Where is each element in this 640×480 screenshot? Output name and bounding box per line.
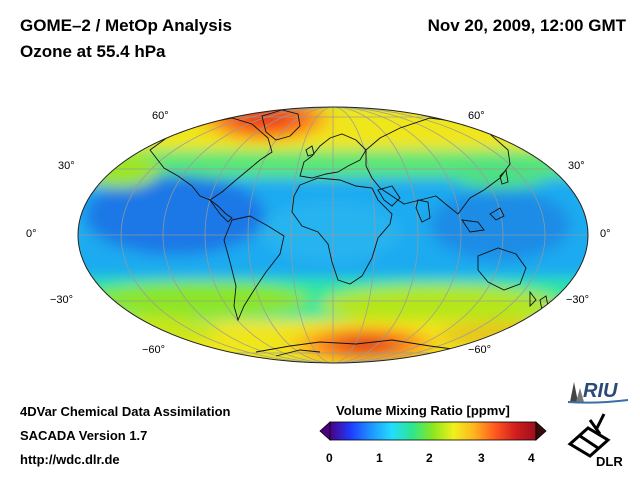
colorbar-tick-1: 1 bbox=[376, 451, 383, 465]
colorbar bbox=[319, 421, 547, 441]
lat-label-30n-right: 30° bbox=[568, 160, 585, 172]
lat-label-0-right: 0° bbox=[600, 228, 611, 240]
page-subtitle: Ozone at 55.4 hPa bbox=[20, 42, 166, 61]
footer-method: 4DVar Chemical Data Assimilation bbox=[20, 404, 231, 419]
lat-label-60n-left: 60° bbox=[152, 110, 169, 122]
lat-label-30n-left: 30° bbox=[58, 160, 75, 172]
colorbar-tick-2: 2 bbox=[426, 451, 433, 465]
colorbar-min-arrow bbox=[319, 421, 331, 441]
colorbar-tick-4: 4 bbox=[528, 451, 535, 465]
lat-label-60s-left: −60° bbox=[142, 344, 166, 356]
dlr-logo: DLR bbox=[567, 413, 623, 469]
australia-outline bbox=[477, 247, 527, 291]
map-border bbox=[77, 106, 589, 364]
riu-logo: RIU bbox=[567, 380, 629, 404]
greenland-outline bbox=[261, 109, 301, 141]
page-title: GOME–2 / MetOp Analysis bbox=[20, 16, 232, 35]
footer-url: http://wdc.dlr.de bbox=[20, 452, 120, 467]
riu-logo-text: RIU bbox=[583, 380, 618, 402]
south-america-outline bbox=[223, 215, 285, 322]
footer-version: SACADA Version 1.7 bbox=[20, 428, 148, 443]
lat-label-60n-right: 60° bbox=[468, 110, 485, 122]
lat-label-30s-left: −30° bbox=[50, 294, 74, 306]
colorbar-tick-3: 3 bbox=[478, 451, 485, 465]
lat-label-60s-right: −60° bbox=[468, 344, 492, 356]
asia-outline bbox=[365, 117, 511, 215]
ozone-field bbox=[78, 107, 588, 363]
lat-label-0-left: 0° bbox=[26, 228, 37, 240]
coastlines bbox=[149, 109, 549, 357]
dlr-logo-text: DLR bbox=[596, 454, 623, 469]
lat-label-30s-right: −30° bbox=[566, 294, 590, 306]
colorbar-gradient bbox=[329, 421, 537, 441]
colorbar-max-arrow bbox=[535, 421, 547, 441]
africa-outline bbox=[291, 177, 393, 285]
colorbar-tick-0: 0 bbox=[326, 451, 333, 465]
analysis-datetime: Nov 20, 2009, 12:00 GMT bbox=[427, 16, 626, 35]
colorbar-title: Volume Mixing Ratio [ppmv] bbox=[336, 403, 510, 418]
antarctica-outline bbox=[255, 339, 461, 353]
ozone-map bbox=[77, 106, 589, 364]
